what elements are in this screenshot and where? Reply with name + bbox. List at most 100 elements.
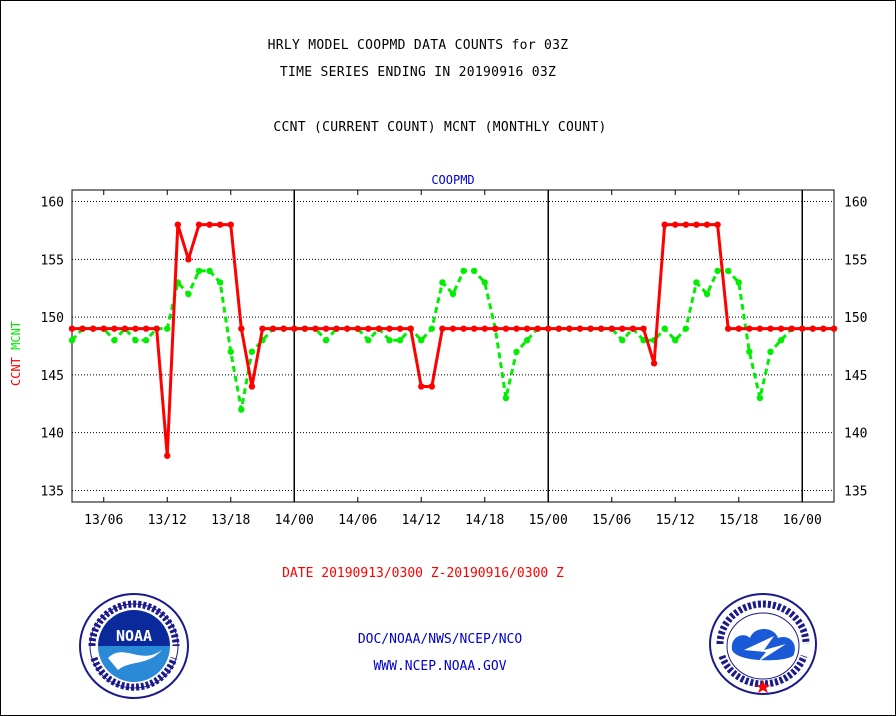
data-point-ccnt: [534, 325, 541, 332]
x-tick-label: 14/06: [338, 513, 377, 528]
data-point-ccnt: [672, 221, 679, 228]
data-point-ccnt: [576, 325, 584, 332]
data-point-ccnt: [756, 325, 764, 332]
data-point-ccnt: [142, 325, 150, 332]
data-point-ccnt: [619, 325, 626, 332]
data-point-mcnt: [142, 337, 150, 344]
data-point-ccnt: [587, 325, 594, 332]
data-point-ccnt: [153, 325, 160, 332]
data-point-mcnt: [619, 337, 626, 344]
data-point-mcnt: [386, 337, 393, 344]
data-point-ccnt: [799, 325, 806, 332]
data-point-ccnt: [513, 325, 520, 332]
data-point-mcnt: [523, 337, 531, 344]
data-point-ccnt: [407, 325, 414, 332]
y-axis-label: CCNT MCNT: [9, 321, 23, 386]
data-point-mcnt: [703, 290, 711, 298]
data-point-mcnt: [322, 337, 330, 344]
data-point-ccnt: [259, 325, 266, 332]
data-point-ccnt: [502, 325, 510, 332]
data-point-mcnt: [68, 337, 76, 344]
data-point-mcnt: [132, 337, 139, 344]
data-point-ccnt: [682, 221, 690, 228]
y-tick-label-left: 145: [41, 369, 64, 384]
data-point-ccnt: [195, 221, 203, 228]
data-point-mcnt: [365, 337, 372, 344]
data-point-mcnt: [693, 279, 700, 286]
data-point-ccnt: [492, 325, 499, 332]
data-point-mcnt: [756, 394, 764, 402]
data-point-ccnt: [428, 383, 436, 390]
chart-title-line2: TIME SERIES ENDING IN 20190916 03Z: [279, 65, 557, 80]
data-point-ccnt: [206, 221, 213, 228]
chart-title-line1: HRLY MODEL COOPMD DATA COUNTS for 03Z: [267, 38, 569, 53]
data-point-mcnt: [439, 279, 446, 286]
chart-title-line3: CCNT (CURRENT COUNT) MCNT (MONTHLY COUNT…: [273, 120, 607, 135]
data-point-ccnt: [470, 325, 478, 332]
x-tick-label: 16/00: [783, 513, 822, 528]
data-point-mcnt: [248, 348, 256, 355]
data-point-ccnt: [608, 325, 615, 332]
data-point-ccnt: [555, 325, 563, 332]
y-tick-label-right: 150: [844, 311, 867, 326]
data-point-ccnt: [365, 325, 372, 332]
data-point-ccnt: [545, 325, 552, 332]
data-point-ccnt: [121, 325, 129, 332]
data-point-mcnt: [227, 348, 234, 355]
data-point-ccnt: [386, 325, 393, 332]
data-point-mcnt: [470, 267, 478, 275]
data-point-ccnt: [714, 221, 721, 228]
chart-subtitle: COOPMD: [431, 173, 474, 187]
data-point-ccnt: [185, 256, 192, 263]
y-tick-label-left: 140: [41, 427, 64, 442]
data-point-ccnt: [481, 325, 488, 332]
data-point-ccnt: [629, 325, 637, 332]
y-axis-label-part: MCNT: [9, 321, 23, 357]
data-point-ccnt: [597, 325, 605, 332]
data-point-ccnt: [375, 325, 383, 332]
x-tick-label: 15/18: [719, 513, 758, 528]
data-point-mcnt: [682, 325, 690, 332]
data-point-mcnt: [206, 267, 213, 275]
data-point-ccnt: [746, 325, 753, 332]
date-range-label: DATE 20190913/0300 Z-20190916/0300 Z: [282, 566, 564, 581]
data-point-mcnt: [111, 337, 118, 344]
data-point-ccnt: [291, 325, 298, 332]
data-point-ccnt: [735, 325, 742, 332]
y-tick-label-left: 150: [41, 311, 64, 326]
x-tick-label: 13/18: [211, 513, 250, 528]
data-point-ccnt: [418, 383, 425, 390]
data-point-mcnt: [777, 337, 785, 344]
data-point-ccnt: [227, 221, 234, 228]
data-point-mcnt: [238, 406, 245, 413]
data-point-ccnt: [661, 221, 668, 228]
noaa-logo: NOAA: [79, 593, 189, 699]
website-link[interactable]: WWW.NCEP.NOAA.GOV: [373, 659, 507, 674]
data-point-ccnt: [523, 325, 531, 332]
data-point-ccnt: [460, 325, 467, 332]
org-label: DOC/NOAA/NWS/NCEP/NCO: [357, 632, 523, 647]
data-point-ccnt: [820, 325, 827, 332]
data-point-ccnt: [830, 325, 838, 332]
data-point-ccnt: [238, 325, 245, 332]
x-tick-label: 13/06: [84, 513, 123, 528]
data-point-ccnt: [111, 325, 118, 332]
y-tick-label-right: 160: [844, 196, 867, 211]
data-point-ccnt: [693, 221, 700, 228]
data-point-mcnt: [724, 267, 732, 275]
data-point-mcnt: [418, 337, 425, 344]
data-point-ccnt: [777, 325, 785, 332]
y-tick-label-left: 155: [41, 253, 64, 268]
data-point-ccnt: [89, 325, 97, 332]
data-point-ccnt: [322, 325, 330, 332]
data-point-mcnt: [428, 325, 436, 332]
x-tick-label: 15/06: [592, 513, 631, 528]
data-point-ccnt: [174, 221, 182, 228]
data-point-ccnt: [280, 325, 287, 332]
y-tick-label-left: 160: [41, 196, 64, 211]
data-point-ccnt: [216, 221, 224, 228]
y-tick-label-left: 135: [41, 484, 64, 499]
data-point-mcnt: [714, 267, 721, 275]
data-point-ccnt: [164, 452, 171, 459]
